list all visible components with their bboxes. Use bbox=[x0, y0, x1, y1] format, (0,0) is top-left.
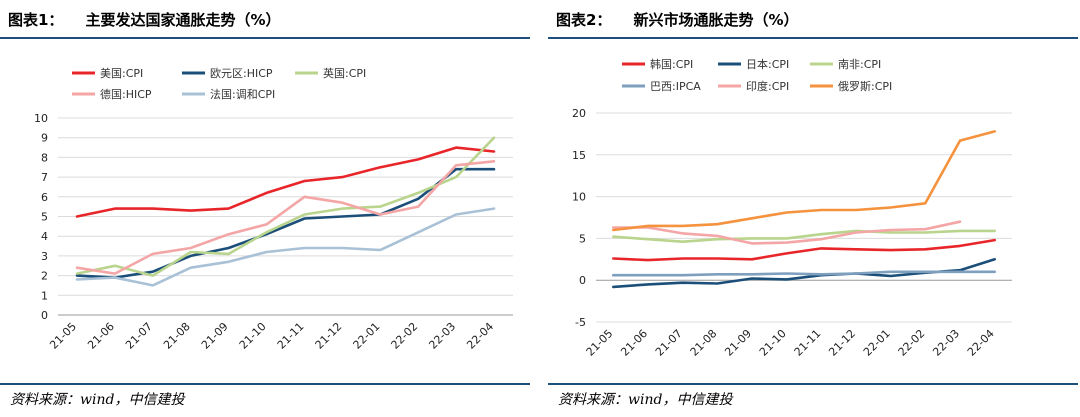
x-tick-label: 22-02 bbox=[896, 327, 928, 359]
x-tick-label: 21-06 bbox=[618, 327, 650, 359]
title-divider bbox=[548, 37, 1078, 39]
series-line bbox=[612, 130, 996, 232]
legend-label: 俄罗斯:CPI bbox=[838, 80, 892, 93]
source-divider bbox=[0, 383, 530, 385]
chart-panel-developed: 图表1： 主要发达国家通胀走势（%） 0 1 2 3 4 5 6 7 8 9 10 21-05 21-06… bbox=[0, 0, 530, 417]
x-tick-label: 21-05 bbox=[584, 327, 616, 359]
y-tick-label: 7 bbox=[41, 171, 48, 184]
chart-title-label: 图表1： bbox=[8, 11, 64, 29]
x-tick-label: 21-08 bbox=[688, 327, 720, 359]
x-tick-label: 22-02 bbox=[389, 320, 421, 352]
x-tick-label: 22-01 bbox=[351, 320, 383, 352]
series-line bbox=[612, 270, 996, 277]
x-tick-label: 22-03 bbox=[426, 320, 458, 352]
y-tick-label: 2 bbox=[41, 270, 48, 283]
x-tick-label: 21-07 bbox=[653, 327, 685, 359]
legend-label: 韩国:CPI bbox=[650, 57, 693, 71]
source-note: 资料来源：wind，中信建投 bbox=[558, 392, 733, 408]
legend-label: 南非:CPI bbox=[838, 58, 881, 71]
x-tick-label: 21-09 bbox=[722, 327, 754, 359]
y-tick-label: 20 bbox=[572, 107, 586, 120]
x-tick-label: 22-03 bbox=[930, 327, 962, 359]
series-line bbox=[612, 229, 996, 243]
legend-label: 日本:CPI bbox=[746, 57, 789, 71]
legend-label: 巴西:IPCA bbox=[650, 80, 701, 93]
y-tick-label: 1 bbox=[41, 289, 48, 302]
legend-label: 美国:CPI bbox=[100, 67, 143, 80]
x-tick-label: 21-08 bbox=[161, 320, 193, 352]
y-tick-label: 0 bbox=[41, 309, 48, 322]
x-tick-label: 21-12 bbox=[313, 320, 345, 352]
title-divider bbox=[0, 37, 530, 39]
chart-title-text: 主要发达国家通胀走势（%） bbox=[85, 11, 281, 29]
series-line bbox=[612, 220, 962, 245]
x-tick-label: 21-10 bbox=[237, 320, 269, 352]
x-tick-label: 22-04 bbox=[965, 327, 997, 359]
y-tick-label: 3 bbox=[41, 250, 48, 263]
y-tick-label: 5 bbox=[41, 211, 48, 224]
chart-title-label: 图表2： bbox=[556, 11, 612, 29]
y-tick-label: 10 bbox=[34, 112, 48, 125]
y-tick-label: 4 bbox=[41, 230, 48, 243]
series-line bbox=[75, 207, 496, 287]
y-tick-label: 15 bbox=[572, 149, 586, 162]
x-tick-label: 21-05 bbox=[47, 320, 79, 352]
legend-label: 德国:HICP bbox=[100, 87, 152, 101]
series-line bbox=[75, 160, 496, 275]
emerging-inflation-chart: -5 0 5 10 15 20 21-05 21-06 21-07 21-08 21-09 21-10… bbox=[572, 57, 1012, 359]
chart-title: 图表1： 主要发达国家通胀走势（%） bbox=[8, 9, 280, 30]
y-tick-label: 5 bbox=[579, 232, 586, 245]
x-tick-label: 21-09 bbox=[199, 320, 231, 352]
series-line bbox=[75, 146, 496, 218]
series-line bbox=[612, 238, 996, 262]
x-tick-label: 22-04 bbox=[464, 320, 496, 352]
x-tick-label: 22-01 bbox=[861, 327, 893, 359]
source-note: 资料来源：wind，中信建投 bbox=[10, 392, 185, 408]
chart-title-text: 新兴市场通胀走势（%） bbox=[633, 11, 799, 29]
legend-label: 法国:调和CPI bbox=[210, 87, 275, 101]
x-tick-label: 21-06 bbox=[85, 320, 117, 352]
chart-title: 图表2： 新兴市场通胀走势（%） bbox=[556, 9, 798, 30]
legend-label: 英国:CPI bbox=[323, 66, 366, 80]
x-tick-label: 21-12 bbox=[826, 327, 858, 359]
x-tick-label: 21-11 bbox=[275, 320, 307, 352]
y-tick-label: 8 bbox=[41, 151, 48, 164]
chart-panel-emerging: 图表2： 新兴市场通胀走势（%） -5 0 5 10 15 20 21-05 21-06 21-0… bbox=[548, 0, 1078, 417]
y-tick-label: 6 bbox=[41, 191, 48, 204]
x-tick-label: 21-10 bbox=[757, 327, 789, 359]
source-divider bbox=[548, 383, 1078, 385]
x-tick-label: 21-11 bbox=[792, 327, 824, 359]
y-tick-label: -5 bbox=[575, 316, 586, 329]
x-tick-label: 21-07 bbox=[123, 320, 155, 352]
series-line bbox=[75, 136, 496, 277]
legend-label: 欧元区:HICP bbox=[210, 67, 273, 80]
y-tick-label: 9 bbox=[41, 132, 48, 145]
y-tick-label: 0 bbox=[579, 274, 586, 287]
legend-label: 印度:CPI bbox=[746, 79, 789, 93]
y-tick-label: 10 bbox=[572, 191, 586, 204]
